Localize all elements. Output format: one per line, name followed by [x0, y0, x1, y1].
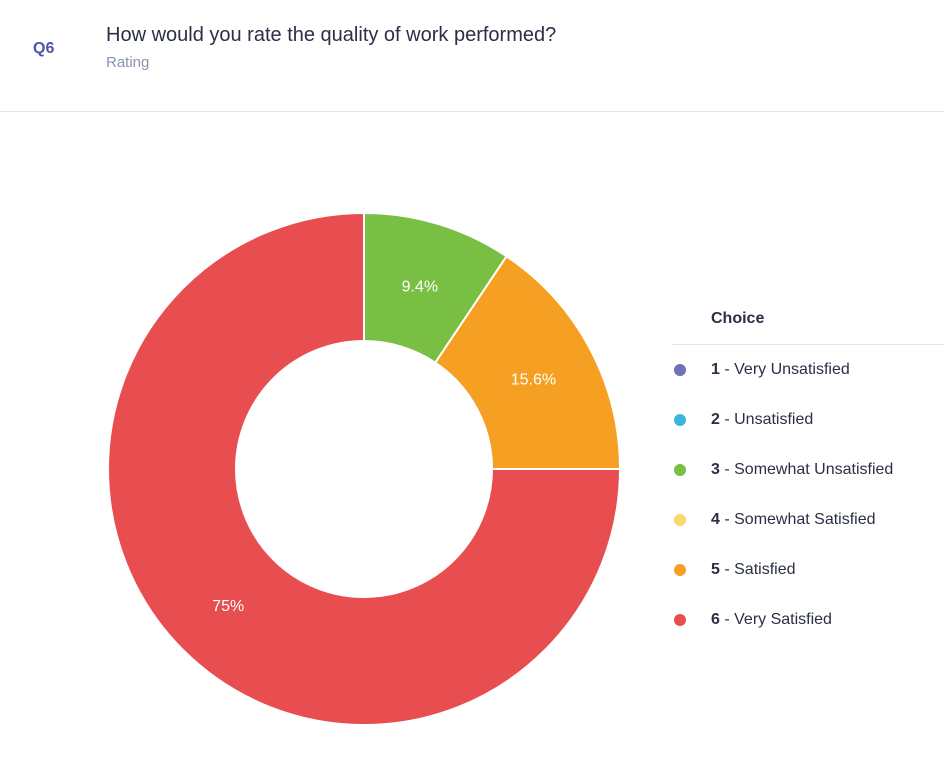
legend-color-dot-icon	[674, 364, 686, 376]
legend-item[interactable]: 3 - Somewhat Unsatisfied	[672, 445, 944, 495]
slice-value-label: 75%	[212, 598, 244, 615]
legend-color-dot-icon	[674, 564, 686, 576]
legend-color-dot-icon	[674, 414, 686, 426]
question-title: How would you rate the quality of work p…	[106, 24, 557, 46]
donut-chart: 9.4% 15.6% 75%	[107, 211, 622, 726]
legend-items: 1 - Very Unsatisfied 2 - Unsatisfied 3 - S…	[672, 345, 944, 645]
legend-label: 6 - Very Satisfied	[711, 611, 832, 628]
legend-color-dot-icon	[674, 614, 686, 626]
legend-item[interactable]: 6 - Very Satisfied	[672, 595, 944, 645]
question-number: Q6	[33, 40, 55, 57]
legend-color-dot-icon	[674, 464, 686, 476]
slice-value-label: 9.4%	[402, 278, 438, 295]
legend-label: 2 - Unsatisfied	[711, 411, 814, 428]
legend-item[interactable]: 1 - Very Unsatisfied	[672, 345, 944, 395]
donut-slice[interactable]	[433, 254, 622, 470]
legend-title: Choice	[672, 296, 944, 345]
legend-color-dot-icon	[674, 514, 686, 526]
donut-slice[interactable]	[107, 211, 622, 726]
legend-item[interactable]: 2 - Unsatisfied	[672, 395, 944, 445]
legend-item[interactable]: 5 - Satisfied	[672, 545, 944, 595]
legend-label: 1 - Very Unsatisfied	[711, 361, 850, 378]
legend-label: 3 - Somewhat Unsatisfied	[711, 461, 894, 478]
legend-item[interactable]: 4 - Somewhat Satisfied	[672, 495, 944, 545]
legend-label: 4 - Somewhat Satisfied	[711, 511, 876, 528]
legend-label: 5 - Satisfied	[711, 561, 796, 578]
chart-legend: Choice 1 - Very Unsatisfied 2 - Unsatisfi…	[672, 296, 944, 645]
question-type: Rating	[106, 54, 150, 71]
slice-value-label: 15.6%	[511, 372, 556, 389]
question-header: Q6 How would you rate the quality of wor…	[0, 0, 944, 112]
